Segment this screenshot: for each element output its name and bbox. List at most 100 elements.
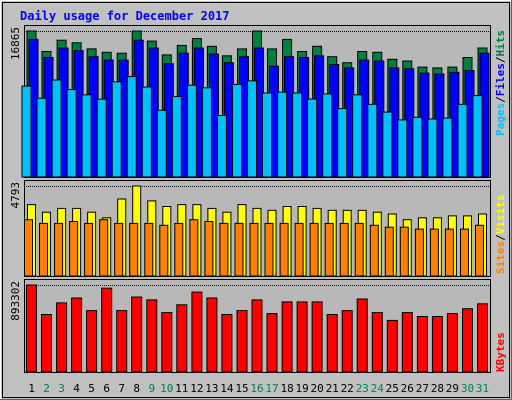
bar-pages-day-16 (247, 80, 257, 178)
bar-kbytes-day-13 (206, 297, 218, 373)
bar-pages-day-21 (322, 93, 333, 178)
right-label-kbytes: KBytes (494, 332, 507, 372)
bar-kbytes-day-7 (116, 310, 128, 373)
bar-kbytes-day-12 (191, 291, 203, 373)
series-files (28, 38, 490, 178)
bar-pages-day-19 (292, 92, 303, 178)
bar-sites-day-28 (429, 228, 439, 277)
x-label-day-2: 2 (43, 382, 50, 395)
right-label-separator: / (494, 56, 507, 63)
bar-sites-day-16 (249, 222, 259, 277)
bar-sites-day-7 (114, 222, 124, 277)
bar-pages-day-1 (21, 85, 32, 178)
right-label-hits: Hits (494, 30, 507, 57)
x-label-day-6: 6 (103, 382, 110, 395)
bar-sites-day-2 (39, 222, 48, 277)
bar-kbytes-day-14 (221, 314, 233, 373)
bar-kbytes-day-16 (251, 299, 263, 373)
x-label-day-22: 22 (341, 382, 354, 395)
bar-kbytes-day-28 (431, 316, 443, 373)
bar-kbytes-day-8 (131, 296, 143, 373)
right-label-files: Files (494, 63, 507, 96)
panel-middle-ymax-label: 4793 (9, 182, 22, 209)
bar-kbytes-day-23 (356, 298, 368, 373)
series-sites (24, 219, 484, 277)
bar-pages-day-9 (141, 86, 152, 178)
bar-sites-day-5 (84, 222, 94, 277)
panel-middle: 4793 (9, 180, 491, 277)
bar-kbytes-day-10 (161, 312, 173, 373)
bar-pages-day-27 (412, 116, 423, 178)
x-label-day-18: 18 (280, 382, 293, 395)
bar-sites-day-21 (324, 222, 334, 277)
right-label-pages: Pages (494, 103, 507, 136)
x-label-day-21: 21 (326, 382, 339, 395)
bar-pages-day-20 (307, 98, 318, 178)
bar-sites-day-10 (159, 224, 169, 277)
bar-kbytes-day-15 (236, 310, 248, 373)
bar-sites-day-19 (294, 222, 304, 277)
bar-pages-day-13 (201, 87, 212, 178)
x-label-day-19: 19 (295, 382, 308, 395)
bar-sites-day-18 (279, 222, 289, 277)
series-kbytes (26, 284, 488, 373)
bar-sites-day-22 (339, 222, 349, 277)
bar-kbytes-day-6 (101, 287, 113, 373)
bar-sites-day-6 (99, 219, 109, 277)
bar-sites-day-31 (475, 224, 484, 277)
x-axis-labels: 1 2 3 4 5 6 7 8 9 10 11 12 13 14 15 16 17 18 19 20 21 22 23 24 2… (28, 382, 489, 395)
x-label-day-13: 13 (205, 382, 218, 395)
bar-pages-day-5 (81, 94, 92, 178)
bar-kbytes-day-9 (146, 299, 158, 373)
bar-kbytes-day-18 (281, 301, 293, 373)
bar-pages-day-18 (277, 91, 288, 178)
bar-kbytes-day-25 (386, 319, 398, 373)
right-label-sites: Sites (494, 241, 507, 274)
bar-pages-day-10 (156, 109, 167, 178)
x-label-day-31: 31 (476, 382, 489, 395)
x-label-day-26: 26 (401, 382, 414, 395)
bar-kbytes-day-19 (296, 301, 308, 373)
right-label-group-3: KBytes (494, 332, 507, 372)
x-label-day-24: 24 (371, 382, 385, 395)
x-label-day-11: 11 (175, 382, 188, 395)
x-label-day-1: 1 (28, 382, 35, 395)
bar-sites-day-3 (54, 222, 64, 277)
bar-sites-day-13 (204, 221, 214, 277)
bar-kbytes-day-27 (416, 316, 428, 373)
bar-sites-day-11 (174, 222, 184, 277)
bar-kbytes-day-21 (326, 314, 338, 373)
bar-pages-day-17 (262, 92, 272, 178)
bar-kbytes-day-20 (311, 301, 323, 373)
bar-kbytes-day-2 (41, 314, 52, 373)
bar-sites-day-24 (369, 224, 379, 277)
panel-bottom: 893302 (9, 279, 491, 373)
bar-sites-day-23 (354, 222, 364, 277)
panel-bottom-ymax-label: 893302 (9, 281, 22, 321)
bar-kbytes-day-3 (56, 302, 68, 373)
bar-sites-day-29 (444, 228, 454, 277)
x-label-day-14: 14 (220, 382, 234, 395)
panel-top: 16865 (9, 25, 491, 178)
bar-sites-day-30 (460, 228, 469, 277)
bar-pages-day-8 (126, 76, 137, 178)
bar-pages-day-12 (186, 84, 197, 178)
x-label-day-8: 8 (133, 382, 140, 395)
right-label-group-1: Pages/Files/Hits (494, 30, 507, 136)
bar-kbytes-day-4 (71, 297, 83, 373)
bar-pages-day-28 (427, 118, 438, 178)
bar-kbytes-day-31 (477, 303, 488, 373)
bar-pages-day-23 (352, 94, 363, 178)
series-pages (21, 76, 483, 178)
x-label-day-10: 10 (160, 382, 173, 395)
bar-sites-day-1 (24, 219, 33, 277)
x-label-day-7: 7 (118, 382, 125, 395)
bar-sites-day-12 (189, 219, 199, 277)
bar-pages-day-29 (442, 117, 453, 178)
bar-kbytes-day-29 (446, 313, 458, 373)
x-label-day-23: 23 (356, 382, 369, 395)
bar-sites-day-27 (414, 228, 424, 277)
x-label-day-20: 20 (310, 382, 323, 395)
